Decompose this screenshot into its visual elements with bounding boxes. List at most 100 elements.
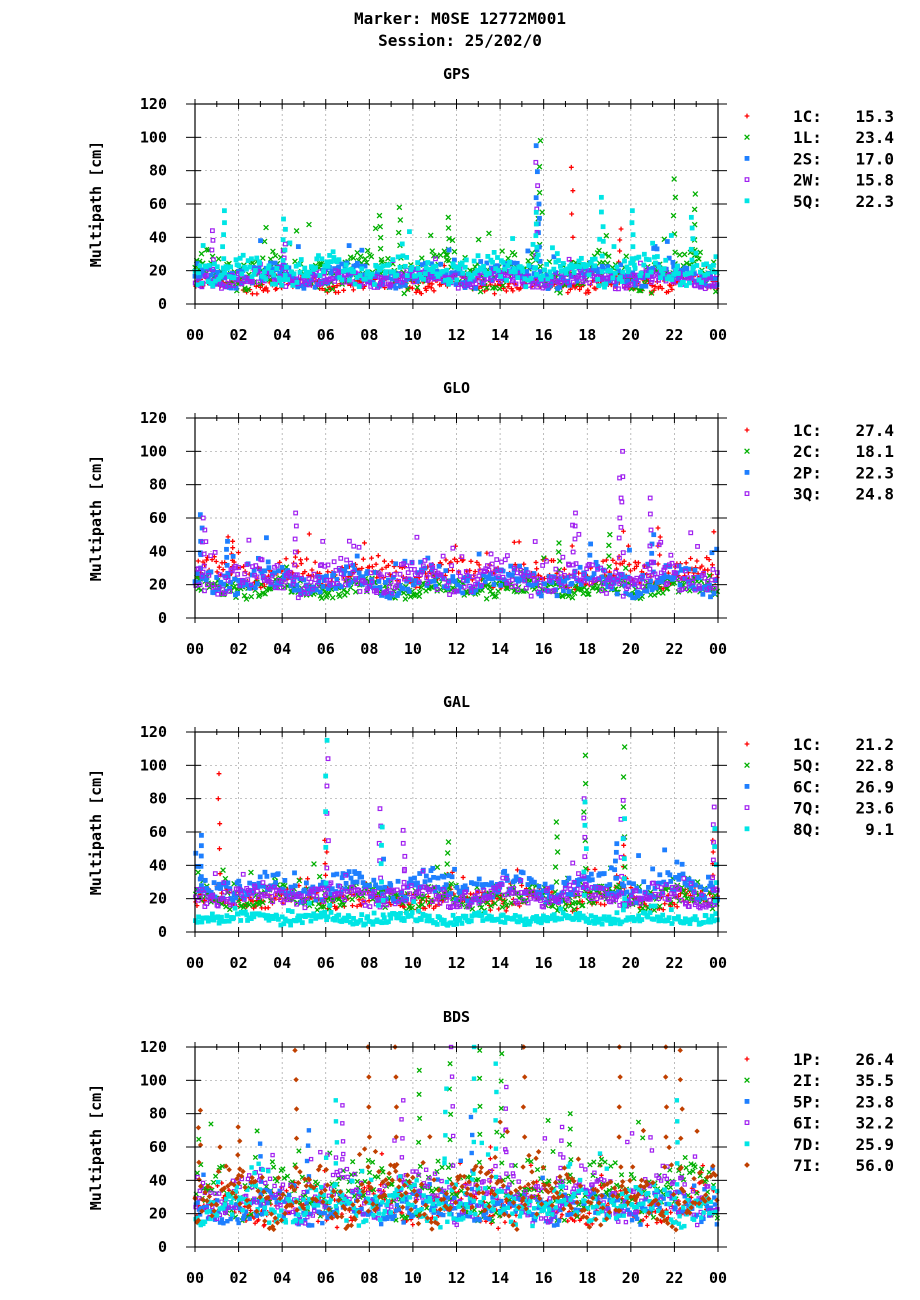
legend-value: 56.0 [855,1156,894,1175]
legend-value: 15.3 [855,107,894,126]
x-tick-label: 16 [535,640,553,658]
x-tick-label: 00 [709,640,727,658]
legend-item: 2S: 17.0 [744,149,894,168]
legend-item: 2I: 35.5 [744,1071,894,1090]
y-axis-label-glo: Multipath [cm] [87,455,105,581]
legend-item: 1C: 15.3 [744,107,894,126]
y-tick-label: 80 [149,790,167,808]
x-tick-label: 02 [230,640,248,658]
data-points-bds [192,1044,721,1233]
x-tick-label: 20 [622,326,640,344]
legend-name: 3Q: [793,485,822,504]
data-points-gal [192,737,721,928]
legend-name: 1C: [793,421,822,440]
y-tick-label: 80 [149,1105,167,1123]
x-tick-label: 12 [447,640,465,658]
x-tick-label: 00 [709,326,727,344]
legend-item: 1P: 26.4 [744,1050,894,1069]
ticks-glo [186,413,727,623]
legend-item: 5P: 23.8 [744,1092,894,1111]
y-tick-label: 100 [140,128,167,146]
y-tick-label: 40 [149,1171,167,1189]
legend-name: 2P: [793,463,822,482]
panel-gal: GAL 0 20 40 60 80 100 120 00 02 04 06 08 10 12 14 16 18 20… [87,693,894,972]
y-tick-label: 60 [149,195,167,213]
x-tick-label: 18 [578,326,596,344]
legend-value: 22.8 [855,756,894,775]
panel-title-glo: GLO [443,379,470,397]
x-tick-label: 10 [404,326,422,344]
y-tick-label: 120 [140,95,167,113]
legend-item: 1C: 27.4 [744,421,894,440]
legend-value: 21.2 [855,735,894,754]
y-tick-label: 60 [149,823,167,841]
legend-item: 5Q: 22.8 [744,756,894,775]
legend-name: 2C: [793,442,822,461]
x-tick-label: 10 [404,640,422,658]
y-axis-label-gps: Multipath [cm] [87,141,105,267]
legend-name: 7Q: [793,799,822,818]
series-gps-5q [192,194,719,290]
legend-glo: 1C: 27.4 2C: 18.1 2P: 22.3 3Q: 24.8 [744,421,894,504]
x-tick-label: 22 [665,326,683,344]
legend-name: 7I: [793,1156,822,1175]
x-tick-label: 08 [360,326,378,344]
legend-value: 22.3 [855,192,894,211]
x-tick-label: 06 [317,326,335,344]
legend-value: 18.1 [855,442,894,461]
panel-glo: GLO 0 20 40 60 80 100 120 00 02 04 06 08 10 12 14 16 18 20… [87,379,894,658]
legend-item: 3Q: 24.8 [744,485,894,504]
x-tick-label: 10 [404,1269,422,1287]
legend-gal: 1C: 21.2 5Q: 22.8 6C: 26.9 7Q: 23.6 8Q: 9.1 [744,735,894,839]
y-tick-label: 80 [149,162,167,180]
y-tick-label: 0 [158,1238,167,1256]
x-tick-label: 16 [535,1269,553,1287]
y-tick-label: 100 [140,1071,167,1089]
legend-item: 1L: 23.4 [744,128,894,147]
y-tick-label: 120 [140,723,167,741]
y-tick-label: 40 [149,228,167,246]
y-tick-label: 0 [158,609,167,627]
x-tick-label: 20 [622,1269,640,1287]
x-tick-label: 08 [360,640,378,658]
y-tick-label: 20 [149,1205,167,1223]
data-points-glo [192,448,721,602]
x-tick-label: 00 [186,640,204,658]
series-bds-7d [193,1044,720,1230]
y-tick-label: 120 [140,1038,167,1056]
y-tick-label: 120 [140,409,167,427]
y-tick-label: 40 [149,856,167,874]
y-tick-label: 20 [149,890,167,908]
legend-name: 6C: [793,777,822,796]
x-tick-label: 06 [317,1269,335,1287]
x-tick-label: 08 [360,954,378,972]
y-tick-label: 0 [158,295,167,313]
x-tick-label: 04 [273,954,291,972]
x-tick-label: 16 [535,954,553,972]
legend-item: 6C: 26.9 [744,777,894,796]
x-tick-label: 06 [317,640,335,658]
legend-name: 1P: [793,1050,822,1069]
legend-value: 32.2 [855,1114,894,1133]
x-tick-label: 16 [535,326,553,344]
figure-title-line2: Session: 25/202/0 [378,31,542,50]
data-points-gps [192,137,720,297]
legend-name: 1C: [793,735,822,754]
y-tick-label: 40 [149,542,167,560]
legend-value: 27.4 [855,421,894,440]
x-tick-label: 04 [273,1269,291,1287]
legend-item: 7D: 25.9 [744,1135,894,1154]
series-bds-7i [192,1044,720,1233]
legend-name: 5P: [793,1092,822,1111]
y-tick-label: 60 [149,1138,167,1156]
panel-bds: BDS 0 20 40 60 80 100 120 00 02 04 06 08 10 12 14 16 18 20… [87,1008,894,1287]
x-tick-label: 00 [709,1269,727,1287]
legend-value: 26.4 [855,1050,894,1069]
x-tick-label: 04 [273,326,291,344]
x-tick-label: 06 [317,954,335,972]
series-glo-3q [193,448,720,601]
figure-title-line1: Marker: M0SE 12772M001 [354,9,566,28]
legend-name: 1C: [793,107,822,126]
